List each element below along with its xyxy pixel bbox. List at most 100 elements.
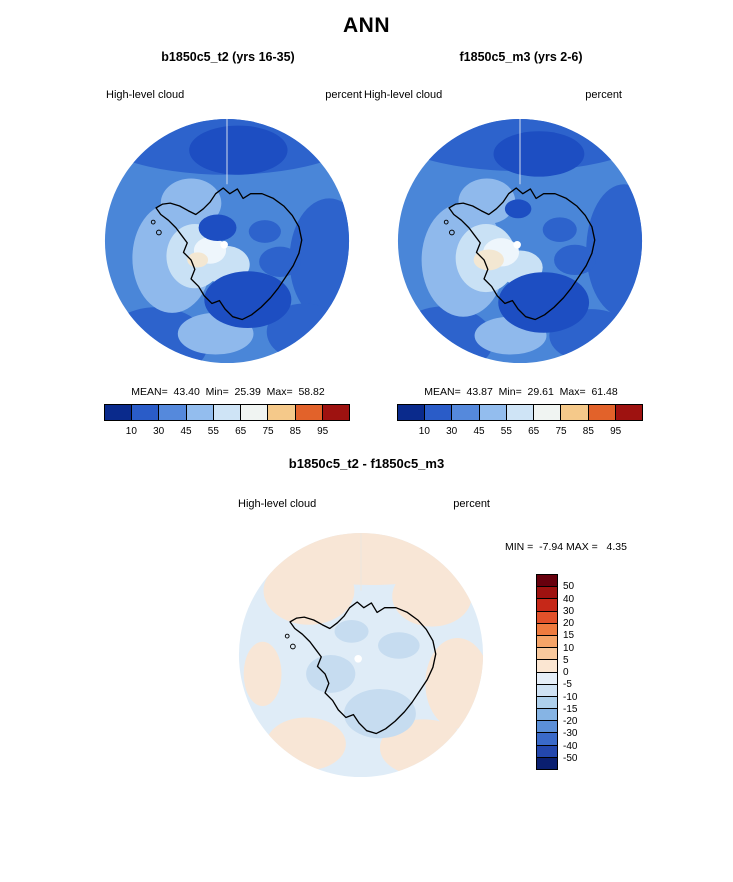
colorbar-segment (213, 405, 242, 420)
colorbar-segment (537, 733, 557, 746)
colorbar-segment (537, 660, 557, 673)
colorbar-tick: -20 (563, 716, 578, 727)
colorbar-segment (105, 405, 133, 420)
panel-left-units-label: percent (325, 89, 362, 101)
colorbar-left-ticks: 10 30 45 55 65 75 85 95 (104, 426, 350, 438)
diff-header: b1850c5_t2 - f1850c5_m3 (288, 456, 445, 471)
colorbar-segment (537, 684, 557, 697)
panel-right-header: f1850c5_m3 (yrs 2-6) (459, 50, 583, 64)
panel-right-var-label: High-level cloud (364, 89, 443, 101)
colorbar-segment (322, 405, 349, 420)
colorbar-segment (537, 575, 557, 588)
colorbar-tick: 20 (563, 618, 575, 629)
colorbar-tick: -10 (563, 691, 578, 703)
colorbar-segment (132, 405, 160, 420)
island-outline (443, 219, 449, 225)
colorbar-segment (561, 405, 589, 420)
colorbar-segment (159, 405, 187, 420)
colorbar-segment (537, 648, 557, 661)
panel-left-label-row: High-level cloud percent (106, 89, 362, 101)
colorbar-tick: 0 (563, 667, 569, 678)
colorbar-tick: 55 (207, 426, 219, 437)
colorbar-segment (268, 405, 296, 420)
colorbar-tick: 45 (473, 426, 485, 437)
colorbar-diff (536, 574, 558, 770)
colorbar-segment (537, 709, 557, 722)
map-diff (238, 532, 484, 778)
colorbar-tick: -50 (563, 752, 578, 764)
colorbar-tick: 55 (500, 426, 512, 437)
colorbar-tick: -40 (563, 740, 578, 752)
colorbar-tick: 95 (317, 426, 329, 437)
colorbar-left (104, 404, 350, 421)
colorbar-tick: 30 (153, 426, 165, 437)
pole-dot (220, 241, 228, 249)
panel-right-units-label: percent (585, 89, 622, 101)
colorbar-segment (398, 405, 426, 420)
colorbar-tick: 10 (563, 642, 575, 654)
colorbar-tick: -15 (563, 703, 578, 715)
panel-left-var-label: High-level cloud (106, 89, 185, 101)
colorbar-tick: 5 (563, 654, 569, 666)
colorbar-tick: 75 (262, 426, 274, 437)
island-outline (449, 229, 455, 236)
pole-dot (513, 241, 521, 249)
colorbar-segment (534, 405, 562, 420)
colorbar-segment (537, 611, 557, 624)
pole-dot (354, 655, 362, 663)
colorbar-segment (537, 587, 557, 600)
colorbar-segment (506, 405, 535, 420)
colorbar-tick: 10 (125, 426, 137, 437)
map-left (104, 118, 350, 364)
island-outline (156, 229, 162, 236)
colorbar-tick: 15 (563, 630, 575, 642)
colorbar-tick: 85 (582, 426, 594, 437)
colorbar-tick: 65 (528, 426, 540, 437)
diff-label-row: High-level cloud percent (238, 498, 490, 510)
panel-right-stats: MEAN= 43.87 Min= 29.61 Max= 61.48 (424, 386, 618, 398)
diff-minmax: MIN = -7.94 MAX = 4.35 (505, 541, 627, 553)
colorbar-segment (537, 623, 557, 636)
colorbar-segment (537, 757, 557, 769)
colorbar-segment (537, 672, 557, 685)
colorbar-segment (537, 745, 557, 758)
island-outline (284, 633, 290, 639)
colorbar-right-ticks: 10 30 45 55 65 75 85 95 (397, 426, 643, 438)
island-outline (150, 219, 156, 225)
colorbar-segment (186, 405, 214, 420)
colorbar-tick: 75 (555, 426, 567, 437)
island-outline (290, 643, 296, 650)
colorbar-segment (479, 405, 507, 420)
colorbar-segment (452, 405, 480, 420)
diff-units-label: percent (453, 498, 490, 510)
colorbar-tick: 30 (563, 605, 575, 617)
panel-left-header: b1850c5_t2 (yrs 16-35) (161, 50, 295, 64)
colorbar-tick: -5 (563, 679, 572, 691)
colorbar-tick: -30 (563, 728, 578, 740)
map-right (397, 118, 643, 364)
colorbar-tick: 30 (446, 426, 458, 437)
colorbar-tick: 40 (563, 593, 575, 605)
colorbar-tick: 10 (418, 426, 430, 437)
colorbar-segment (588, 405, 616, 420)
colorbar-tick: 50 (563, 581, 575, 593)
colorbar-diff-ticks: 50 40 30 20 15 10 5 0 -5 -10 -15 -20 -30 -40 -50 (563, 574, 593, 770)
colorbar-segment (537, 696, 557, 710)
colorbar-right (397, 404, 643, 421)
diff-var-label: High-level cloud (238, 498, 317, 510)
colorbar-tick: 95 (610, 426, 622, 437)
panel-right-label-row: High-level cloud percent (364, 89, 622, 101)
colorbar-segment (615, 405, 642, 420)
colorbar-segment (241, 405, 269, 420)
colorbar-segment (537, 721, 557, 734)
page-title: ANN (343, 14, 390, 37)
colorbar-tick: 65 (235, 426, 247, 437)
colorbar-tick: 45 (180, 426, 192, 437)
colorbar-segment (425, 405, 453, 420)
panel-left-stats: MEAN= 43.40 Min= 25.39 Max= 58.82 (131, 386, 325, 398)
colorbar-segment (537, 599, 557, 612)
colorbar-tick: 85 (289, 426, 301, 437)
colorbar-segment (295, 405, 323, 420)
colorbar-segment (537, 635, 557, 649)
